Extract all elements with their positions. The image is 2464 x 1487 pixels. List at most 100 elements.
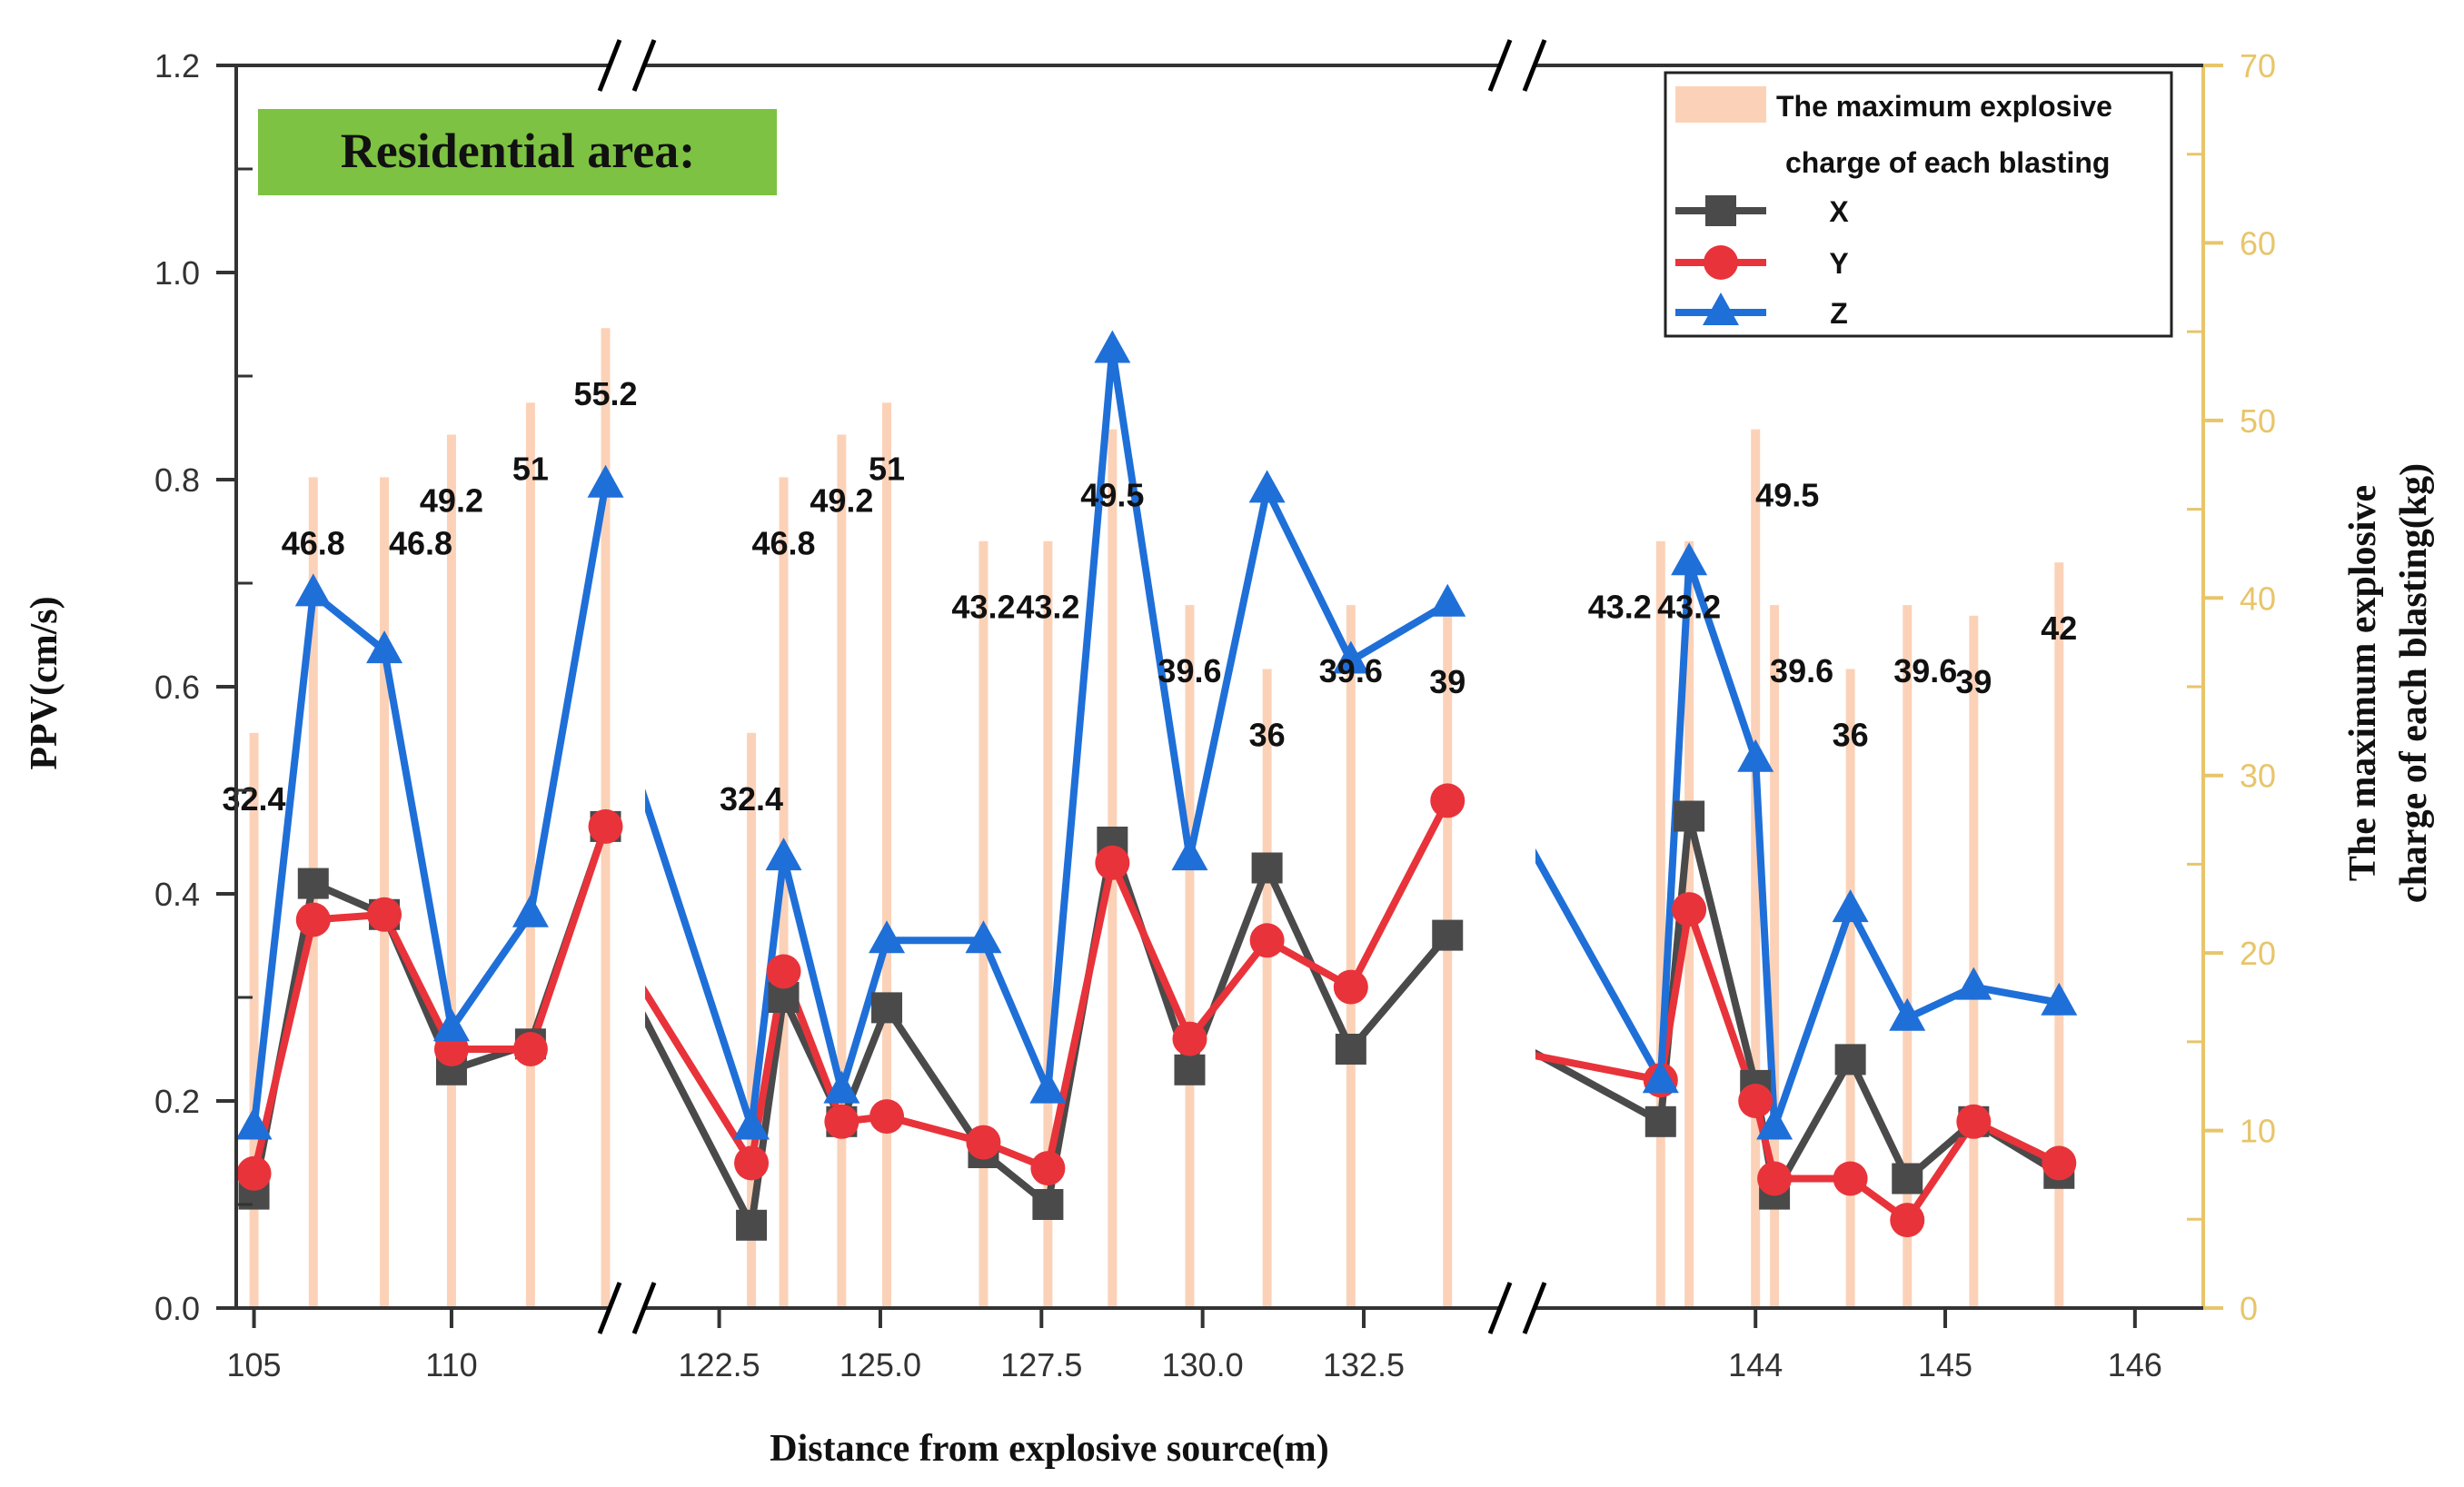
y2-tick-label: 20 bbox=[2240, 935, 2276, 972]
series-marker-y bbox=[236, 1155, 272, 1191]
series-marker-z bbox=[1029, 1070, 1067, 1104]
series-marker-z bbox=[1671, 542, 1708, 576]
y-tick-label: 1.2 bbox=[154, 47, 200, 84]
charge-data-label: 43.2 bbox=[951, 589, 1015, 626]
series-marker-z bbox=[432, 1008, 470, 1042]
series-marker-z bbox=[1332, 640, 1369, 674]
series-marker-x bbox=[1432, 919, 1464, 951]
series-marker-z bbox=[512, 894, 549, 927]
y-tick-label: 0.2 bbox=[154, 1083, 200, 1120]
series-marker-y bbox=[766, 954, 801, 989]
charge-data-label: 42 bbox=[2041, 610, 2077, 647]
x-tick-label: 110 bbox=[425, 1346, 477, 1383]
series-marker-y bbox=[295, 902, 331, 937]
axis-break-mark bbox=[1522, 39, 1547, 92]
axis-break-mark bbox=[631, 39, 657, 92]
series-marker-y bbox=[1172, 1021, 1207, 1056]
charge-data-label: 49.5 bbox=[1755, 477, 1819, 514]
series-markers-layer bbox=[235, 330, 2078, 1241]
series-line-z bbox=[1535, 560, 2061, 1128]
series-marker-x bbox=[736, 1209, 768, 1241]
series-marker-y bbox=[1833, 1161, 1868, 1196]
series-marker-z bbox=[1737, 739, 1774, 772]
series-marker-y bbox=[1333, 969, 1368, 1005]
series-marker-z bbox=[235, 1106, 273, 1140]
charge-bar bbox=[1185, 605, 1195, 1308]
charge-bar bbox=[1845, 669, 1855, 1308]
series-marker-y bbox=[734, 1145, 770, 1181]
x-tick-label: 125.0 bbox=[840, 1346, 921, 1383]
x-tick-label: 130.0 bbox=[1162, 1346, 1244, 1383]
axis-break-gap bbox=[1499, 1304, 1535, 1312]
y2-axis-title-line1: The maximum explosive bbox=[2342, 485, 2384, 881]
y-tick-label: 0.4 bbox=[154, 876, 200, 913]
series-marker-z bbox=[294, 573, 332, 607]
series-marker-z bbox=[869, 920, 906, 954]
axis-break-mark bbox=[1487, 1282, 1513, 1334]
charge-data-label: 46.8 bbox=[282, 524, 345, 561]
charge-data-label: 36 bbox=[1249, 716, 1286, 753]
charge-data-label: 39.6 bbox=[1157, 652, 1221, 689]
charge-data-label: 39.6 bbox=[1319, 652, 1383, 689]
series-marker-z bbox=[1889, 997, 1926, 1031]
x-tick-label: 132.5 bbox=[1323, 1346, 1405, 1383]
x-tick-label: 105 bbox=[227, 1346, 282, 1383]
series-marker-y bbox=[966, 1125, 1001, 1160]
axis-break-mark bbox=[1487, 39, 1513, 92]
series-marker-y bbox=[1249, 923, 1285, 958]
y2-tick-label: 70 bbox=[2240, 47, 2276, 84]
series-marker-y bbox=[1030, 1151, 1066, 1186]
charge-data-label: 46.8 bbox=[389, 524, 452, 561]
series-marker-z bbox=[1248, 470, 1286, 503]
series-marker-y bbox=[1956, 1104, 1992, 1139]
axis-break-mark bbox=[597, 39, 622, 92]
series-marker-y bbox=[1430, 783, 1465, 818]
series-marker-z bbox=[1171, 838, 1208, 871]
charge-data-label: 39 bbox=[1955, 663, 1992, 700]
y2-tick-label: 50 bbox=[2240, 402, 2276, 440]
y-axis-title: PPV(cm/s) bbox=[24, 596, 65, 769]
series-marker-x bbox=[1644, 1105, 1676, 1137]
legend-label-x: X bbox=[1829, 195, 1849, 228]
y2-tick-label: 0 bbox=[2240, 1290, 2258, 1327]
charge-bar bbox=[2054, 562, 2064, 1308]
charge-bar bbox=[249, 732, 259, 1308]
series-marker-z bbox=[587, 464, 624, 498]
charge-bar bbox=[1262, 669, 1272, 1308]
series-marker-y bbox=[1757, 1161, 1793, 1196]
series-marker-z bbox=[823, 1070, 860, 1104]
charge-data-label: 49.5 bbox=[1080, 477, 1144, 514]
series-line-z bbox=[645, 349, 1450, 1128]
axis-break-mark bbox=[597, 1282, 622, 1334]
axis-break-mark bbox=[1522, 1282, 1547, 1334]
series-marker-x bbox=[1335, 1034, 1366, 1065]
series-marker-y bbox=[2042, 1145, 2077, 1181]
legend-marker-y bbox=[1704, 245, 1738, 280]
series-marker-z bbox=[765, 838, 802, 871]
series-marker-y bbox=[512, 1032, 548, 1066]
y2-tick-label: 60 bbox=[2240, 224, 2276, 262]
series-marker-y bbox=[588, 808, 623, 844]
charge-data-label: 46.8 bbox=[751, 524, 815, 561]
axis-break-layer bbox=[597, 39, 1547, 1334]
series-marker-z bbox=[2041, 982, 2078, 1016]
charge-bar bbox=[525, 402, 535, 1308]
series-line-y bbox=[250, 825, 609, 1175]
series-line-y bbox=[1535, 907, 2062, 1225]
series-marker-x bbox=[871, 992, 903, 1024]
series-marker-y bbox=[367, 897, 402, 932]
series-marker-z bbox=[1094, 330, 1131, 363]
charge-bar bbox=[1655, 540, 1665, 1308]
legend-label-y: Y bbox=[1829, 247, 1848, 280]
legend-label-charge-line2: charge of each blasting bbox=[1785, 146, 2110, 179]
charge-bar bbox=[779, 477, 789, 1308]
series-marker-x bbox=[1251, 852, 1283, 884]
legend-series: XYZ bbox=[1675, 195, 1849, 330]
charge-data-label: 49.2 bbox=[810, 481, 873, 519]
charge-data-label: 51 bbox=[869, 450, 905, 487]
charge-data-label: 39 bbox=[1429, 663, 1465, 700]
charge-bar bbox=[1903, 605, 1913, 1308]
charge-bar bbox=[1443, 615, 1453, 1308]
charge-bar bbox=[1969, 615, 1979, 1308]
